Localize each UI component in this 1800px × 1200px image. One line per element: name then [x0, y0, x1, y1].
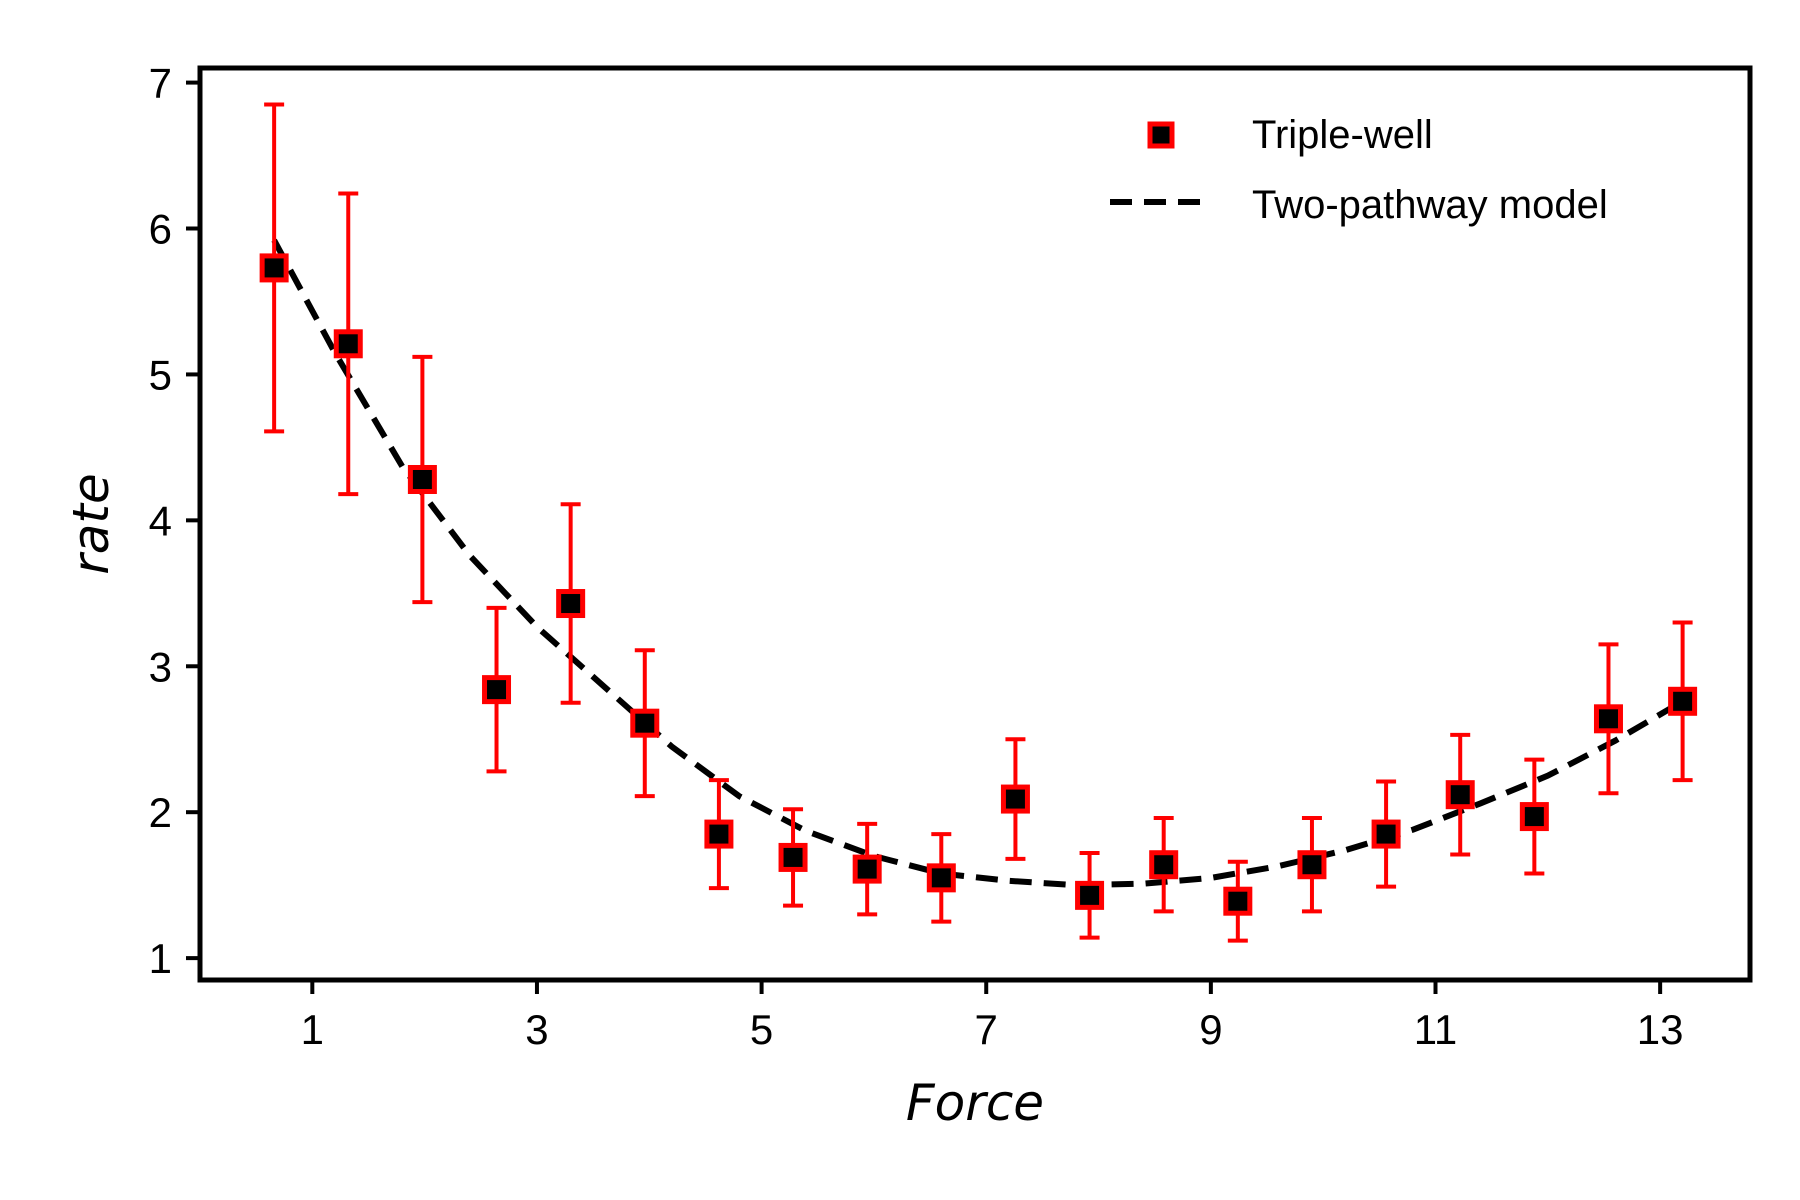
series-two-pathway-model-line: [271, 238, 1685, 889]
legend-label-two-pathway-model: Two-pathway model: [1252, 183, 1608, 227]
errorbar-layer: [264, 102, 1693, 943]
x-tick-label: 11: [1414, 1006, 1458, 1053]
data-point-triple-well: [482, 675, 512, 705]
data-point-triple-well: [556, 589, 586, 619]
y-tick-label: 3: [149, 643, 172, 690]
data-point-triple-well: [259, 253, 289, 283]
data-point-triple-well: [1149, 850, 1179, 880]
legend-label-triple-well: Triple-well: [1252, 113, 1433, 157]
data-point-triple-well: [1223, 886, 1253, 916]
marker-layer: [259, 253, 1698, 916]
data-point-triple-well: [630, 708, 660, 738]
x-tick-label: 7: [975, 1006, 998, 1053]
data-point-triple-well: [1075, 880, 1105, 910]
y-tick-label: 6: [149, 206, 172, 253]
data-point-triple-well: [1000, 784, 1030, 814]
data-point-triple-well: [333, 329, 363, 359]
data-point-triple-well: [1593, 704, 1623, 734]
data-point-triple-well: [704, 819, 734, 849]
data-point-triple-well: [1371, 819, 1401, 849]
y-tick-label: 2: [149, 789, 172, 836]
y-tick-label: 7: [149, 60, 172, 107]
data-point-triple-well: [1297, 850, 1327, 880]
x-tick-label: 13: [1637, 1006, 1684, 1053]
data-point-triple-well: [1445, 780, 1475, 810]
y-axis: 1 2 3 4 5 6 7: [149, 60, 200, 982]
x-tick-label: 3: [525, 1006, 548, 1053]
x-tick-label: 5: [750, 1006, 773, 1053]
y-tick-label: 4: [149, 497, 172, 544]
x-axis-title: Force: [906, 1074, 1044, 1132]
data-point-triple-well: [1519, 802, 1549, 832]
y-tick-label: 1: [149, 935, 172, 982]
data-point-triple-well: [407, 464, 437, 494]
data-point-triple-well: [926, 863, 956, 893]
x-axis: 1 3 5 7 9 11 13: [301, 980, 1684, 1053]
model-curve-layer: [271, 238, 1685, 889]
data-point-triple-well: [852, 854, 882, 884]
x-tick-label: 1: [301, 1006, 324, 1053]
plot-frame: [197, 65, 1753, 983]
legend: Triple-well Two-pathway model: [1110, 113, 1608, 227]
x-tick-label: 9: [1199, 1006, 1222, 1053]
y-axis-title: rate: [62, 473, 120, 575]
y-tick-label: 5: [149, 351, 172, 398]
legend-marker-triple-well: [1147, 121, 1175, 149]
data-point-triple-well: [778, 842, 808, 872]
data-point-triple-well: [1668, 686, 1698, 716]
